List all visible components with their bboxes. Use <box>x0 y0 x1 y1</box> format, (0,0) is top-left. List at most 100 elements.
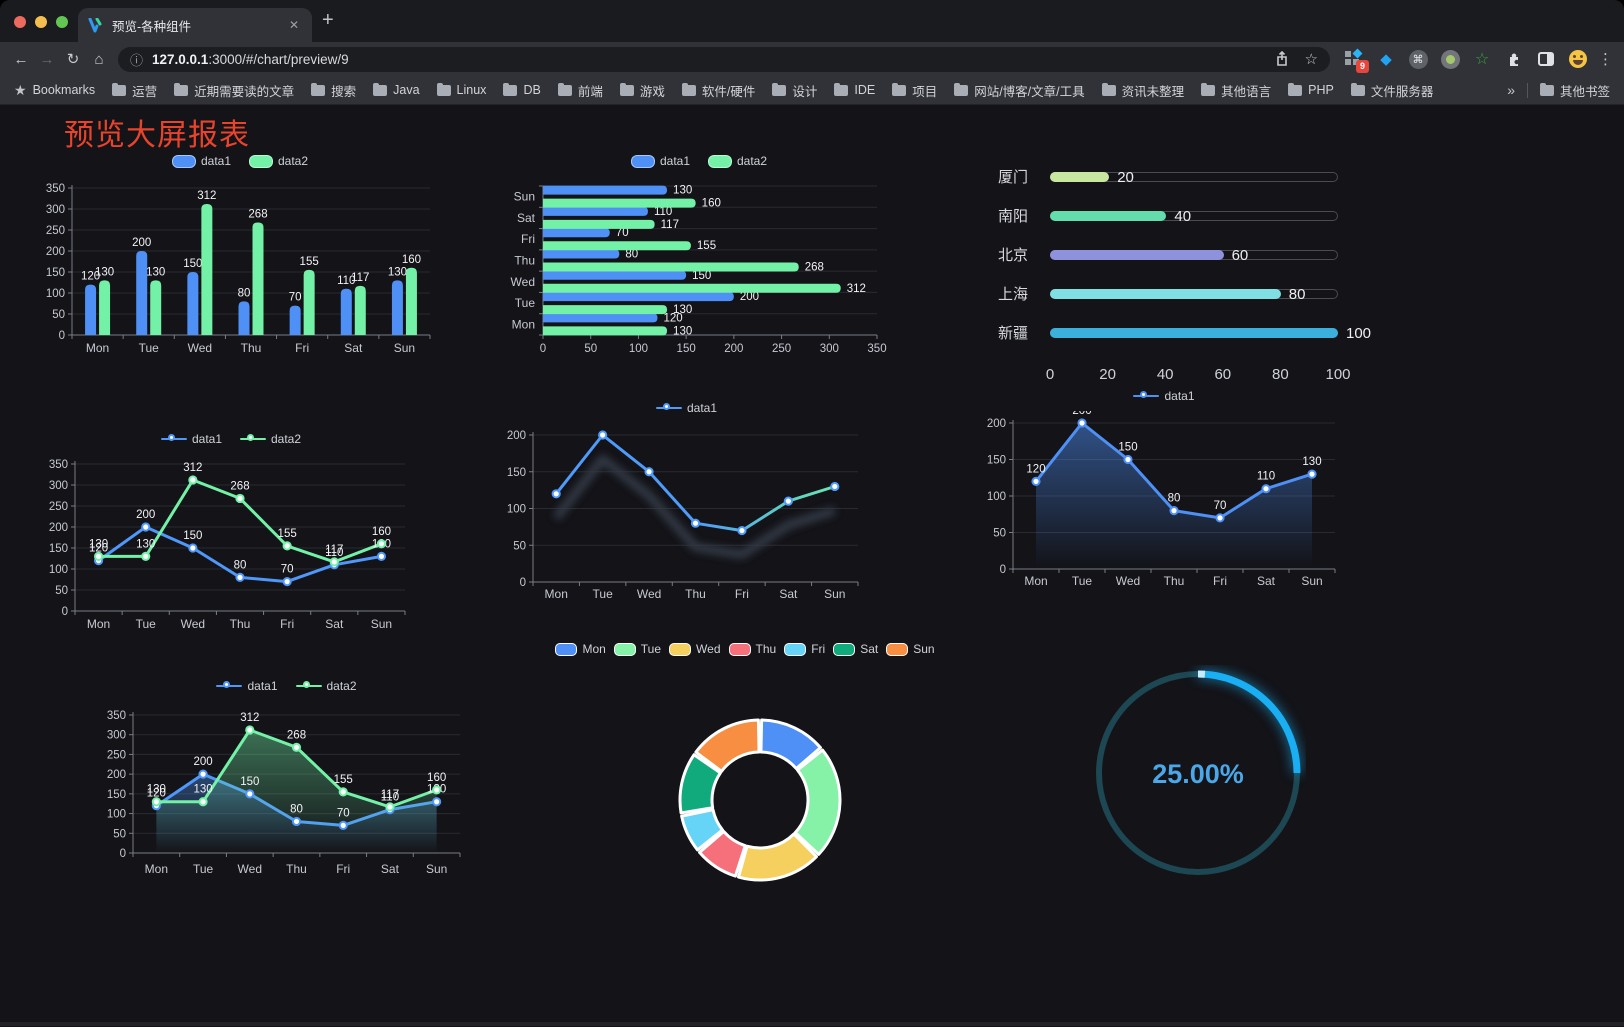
svg-text:Fri: Fri <box>295 341 309 355</box>
tab-strip: 预览-各种组件 ✕ + <box>0 0 1624 42</box>
bookmark-folder[interactable]: 游戏 <box>619 81 665 100</box>
close-window-button[interactable] <box>14 16 26 28</box>
legend-label: data1 <box>200 154 231 168</box>
legend-item[interactable]: Mon <box>555 642 606 656</box>
legend-item[interactable]: data2 <box>295 679 357 693</box>
bookmark-folder[interactable]: 前端 <box>557 81 603 100</box>
bookmark-folder[interactable]: Java <box>373 81 420 100</box>
home-icon[interactable]: ⌂ <box>94 50 104 68</box>
progress-fill <box>1050 249 1224 260</box>
share-icon[interactable] <box>1275 51 1289 67</box>
bookmark-folder[interactable]: 搜索 <box>311 81 356 100</box>
chart-legend: data1 data2 <box>503 150 895 172</box>
legend-item[interactable]: data1 <box>160 432 222 446</box>
legend-item[interactable]: Fri <box>784 642 825 656</box>
bookmark-folder[interactable]: PHP <box>1288 81 1334 100</box>
legend-item[interactable]: data1 <box>655 401 717 415</box>
axis-tick-label: 0 <box>1045 366 1055 383</box>
bookmark-folder[interactable]: IDE <box>834 81 875 100</box>
bookmarks-root[interactable]: ★ Bookmarks <box>14 82 95 99</box>
svg-text:Sat: Sat <box>344 341 363 355</box>
legend-label: data1 <box>659 154 690 168</box>
browser-tab[interactable]: 预览-各种组件 ✕ <box>78 8 312 42</box>
bookmark-folder[interactable]: 运营 <box>112 81 157 100</box>
donut-chart: Mon Tue Wed Thu Fri Sat Sun <box>555 638 935 918</box>
legend-swatch <box>708 154 732 168</box>
legend-label: Mon <box>582 642 606 656</box>
legend-item[interactable]: Sun <box>886 642 935 656</box>
gem-extension-icon[interactable]: ◆ <box>1380 51 1392 68</box>
svg-text:100: 100 <box>49 564 68 576</box>
bookmark-folder[interactable]: 资讯未整理 <box>1101 81 1184 100</box>
other-bookmarks[interactable]: 其他书签 <box>1539 81 1610 100</box>
minimize-window-button[interactable] <box>35 16 47 28</box>
bookmark-folder[interactable]: 近期需要读的文章 <box>174 81 294 100</box>
command-extension-icon[interactable]: ⌘ <box>1408 49 1428 69</box>
svg-text:120: 120 <box>147 788 166 800</box>
bookmark-folder[interactable]: DB <box>503 81 541 100</box>
bookmarks-overflow-icon[interactable]: » <box>1507 82 1515 98</box>
legend-item[interactable]: data1 <box>1133 389 1195 403</box>
legend-item[interactable]: Tue <box>613 642 661 656</box>
sidebar-extension-icon[interactable] <box>1536 49 1556 69</box>
svg-text:200: 200 <box>136 509 155 521</box>
svg-text:300: 300 <box>46 204 65 216</box>
bookmark-folder[interactable]: 文件服务器 <box>1350 81 1433 100</box>
progress-value: 100 <box>1346 324 1372 342</box>
close-tab-icon[interactable]: ✕ <box>288 18 299 32</box>
legend-label: data2 <box>278 154 309 168</box>
legend-item[interactable]: data2 <box>249 154 308 168</box>
svg-text:Mon: Mon <box>1024 574 1047 588</box>
svg-text:Sat: Sat <box>779 587 798 601</box>
site-info-icon[interactable]: ⓘ <box>130 52 144 68</box>
progress-value: 20 <box>1117 168 1134 186</box>
legend-swatch <box>669 642 692 656</box>
back-icon[interactable]: ← <box>13 50 29 68</box>
bookmark-folder[interactable]: 设计 <box>772 81 817 100</box>
svg-text:Mon: Mon <box>545 587 568 601</box>
bookmark-star-icon[interactable]: ☆ <box>1304 51 1318 68</box>
legend-item[interactable]: Sat <box>833 642 878 656</box>
area-line-chart-svg: 0 50 100 150 200 Mon Tue Wed Thu Fri Sat Sun 120 200 1… <box>987 405 1336 588</box>
folder-icon <box>373 82 388 96</box>
bookmark-folder[interactable]: 项目 <box>892 81 937 100</box>
address-bar[interactable]: ⓘ 127.0.0.1:3000/#/chart/preview/9 ☆ <box>118 46 1330 72</box>
forward-icon[interactable]: → <box>39 50 55 68</box>
legend-item[interactable]: data1 <box>630 154 690 168</box>
reload-icon[interactable]: ↻ <box>66 51 80 68</box>
svg-text:117: 117 <box>325 544 343 556</box>
bookmark-folder[interactable]: 网站/博客/文章/工具 <box>954 81 1085 100</box>
svg-text:110: 110 <box>1257 471 1275 483</box>
svg-text:130: 130 <box>136 538 155 550</box>
legend-item[interactable]: Wed <box>669 642 721 656</box>
progress-row: 上海 80 <box>998 274 1362 313</box>
folder-icon <box>892 82 907 96</box>
svg-text:120: 120 <box>664 312 683 324</box>
svg-text:130: 130 <box>1302 456 1321 468</box>
bookmark-folder[interactable]: 其他语言 <box>1201 81 1271 100</box>
new-tab-button[interactable]: + <box>322 9 334 31</box>
legend-swatch <box>886 642 909 656</box>
svg-text:130: 130 <box>673 304 692 316</box>
svg-text:Thu: Thu <box>514 254 535 268</box>
puzzle-extensions-icon[interactable] <box>1504 49 1524 69</box>
legend-item[interactable]: data2 <box>240 432 301 446</box>
bookmark-folder[interactable]: 软件/硬件 <box>681 81 755 100</box>
zoom-window-button[interactable] <box>56 16 68 28</box>
emoji-extension-icon[interactable] <box>1568 49 1588 69</box>
browser-menu-icon[interactable]: ⋮ <box>1598 51 1613 68</box>
legend-item[interactable]: data1 <box>171 154 231 168</box>
divider <box>1526 82 1528 98</box>
recorder-extension-icon[interactable] <box>1440 49 1460 69</box>
svg-text:Fri: Fri <box>521 232 535 246</box>
legend-item[interactable]: data1 <box>216 679 278 693</box>
svg-text:Sun: Sun <box>1301 574 1322 588</box>
progress-row: 南阳 40 <box>998 196 1362 235</box>
svg-text:Wed: Wed <box>238 862 262 876</box>
legend-item[interactable]: data2 <box>708 154 767 168</box>
legend-item[interactable]: Thu <box>728 642 776 656</box>
progress-value: 60 <box>1231 246 1249 264</box>
extension-grid-icon[interactable]: 9 <box>1344 48 1369 73</box>
star-extension-icon[interactable]: ☆ <box>1474 51 1490 68</box>
bookmark-folder[interactable]: Linux <box>436 81 486 100</box>
